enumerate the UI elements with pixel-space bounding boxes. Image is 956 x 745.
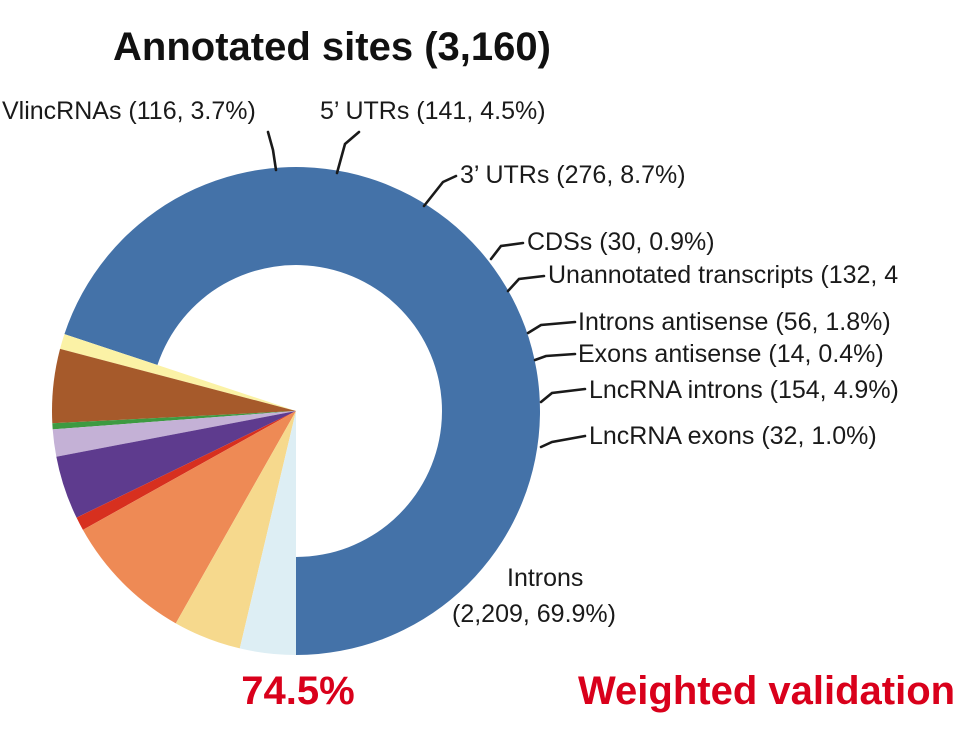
leader-line xyxy=(539,434,587,449)
slice-exons-antisense xyxy=(52,411,296,430)
footer-weighted-validation: Weighted validation xyxy=(578,669,955,713)
slice-label: Introns antisense (56, 1.8%) xyxy=(578,308,891,336)
donut-slices xyxy=(51,166,541,655)
slice-introns xyxy=(64,166,541,655)
slice-introns-antisense xyxy=(52,411,296,457)
leader-line xyxy=(266,130,278,172)
slice-label: VlincRNAs (116, 3.7%) xyxy=(2,97,256,125)
slice-label: 3’ UTRs (276, 8.7%) xyxy=(460,161,686,189)
leader-line xyxy=(335,130,361,175)
slice-label: Unannotated transcripts (132, 4 xyxy=(548,261,898,289)
slice-unannotated-transcripts xyxy=(56,411,296,518)
slice-3-utrs xyxy=(82,411,297,624)
leader-lines xyxy=(266,130,587,449)
leader-line xyxy=(506,274,546,293)
footer-percentage: 74.5% xyxy=(241,669,354,713)
leader-line xyxy=(539,387,587,404)
slice-label: LncRNA exons (32, 1.0%) xyxy=(589,422,877,450)
slice-cdss xyxy=(76,411,296,530)
slice-5-utrs xyxy=(175,411,296,649)
leader-line xyxy=(533,352,577,362)
slice-lncrna-exons xyxy=(60,334,296,411)
slice-lncrna-introns xyxy=(51,348,296,424)
leader-line xyxy=(526,320,577,335)
slice-label: CDSs (30, 0.9%) xyxy=(527,228,715,256)
slice-label: LncRNA introns (154, 4.9%) xyxy=(589,376,899,404)
slice-vlincrnas xyxy=(239,411,296,655)
slice-label: Introns (2,209, 69.9%) xyxy=(452,564,616,628)
slice-label: Exons antisense (14, 0.4%) xyxy=(578,340,884,368)
leader-line xyxy=(422,174,458,208)
chart-title: Annotated sites (3,160) xyxy=(113,25,551,69)
leader-line xyxy=(489,241,525,261)
slice-labels: Introns (2,209, 69.9%) LncRNA exons (32, 1… xyxy=(2,97,899,628)
slice-label: 5’ UTRs (141, 4.5%) xyxy=(320,97,546,125)
